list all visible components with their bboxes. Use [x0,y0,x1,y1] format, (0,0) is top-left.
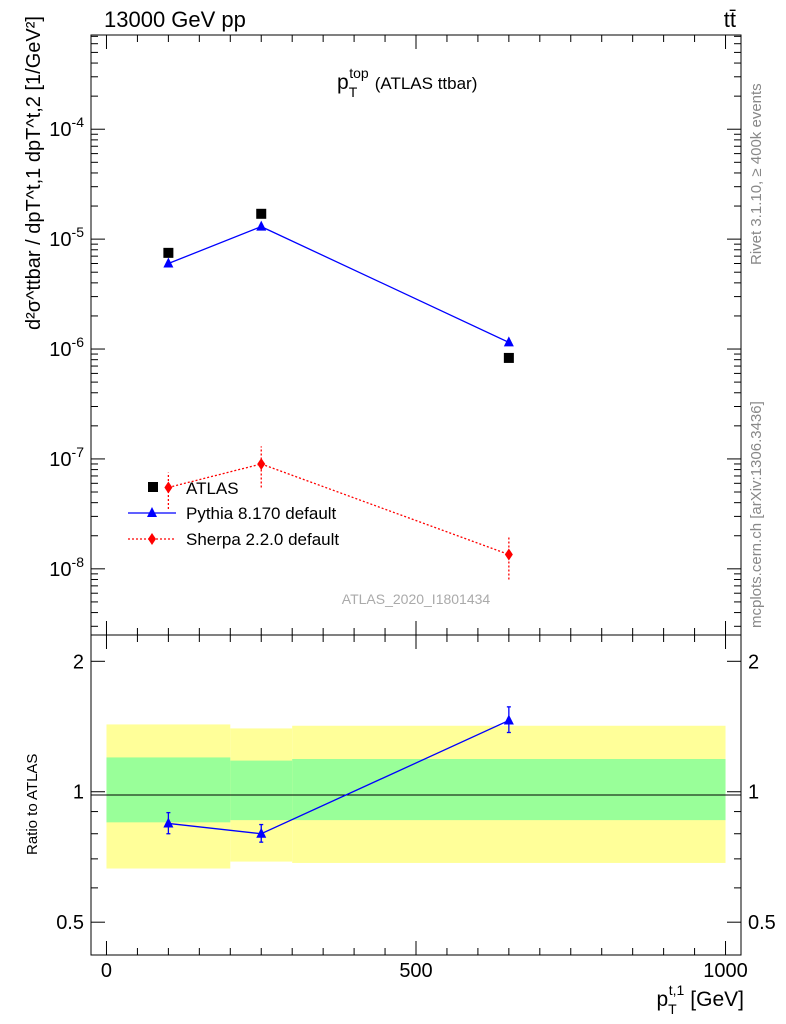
pythia-point [163,257,174,268]
ratio-bands [106,724,726,869]
ratio-ytick-label-right: 2 [748,651,759,673]
header-process: tt̄ [724,7,736,32]
x-tick-label: 1000 [703,960,748,982]
pythia-point [256,220,267,231]
ratio-pythia-point [256,827,267,838]
sherpa-point [164,481,173,494]
mcplots-label: mcplots.cern.ch [arXiv:1306.3436] [748,401,765,628]
x-axis-label-main: p [656,988,668,1011]
ratio-ytick-label-right: 1 [748,782,759,804]
plot-title-main: p [337,71,349,94]
ratio-ytick-label-left: 2 [73,651,84,673]
legend: ATLAS Pythia 8.170 default Sherpa 2.2.0 … [128,479,339,549]
x-axis-label: pTt,1 [GeV] [656,982,744,1017]
plot-title-sup: top [349,65,369,81]
legend-marker-pythia [147,507,157,517]
main-ticks: 10-8 10-7 10-6 10-5 10-4 [49,35,741,635]
header-energy: 13000 GeV pp [104,7,246,32]
ratio-series [163,706,514,843]
sherpa-point [257,457,266,470]
plot-title-tail: (ATLAS ttbar) [375,74,478,93]
rivet-label: Rivet 3.1.10, ≥ 400k events [748,83,765,265]
main-plot: 10-810-710-610-510-4 pTtop(ATLAS ttbar) … [23,16,742,636]
main-ytick-label: 10-6 [49,334,84,361]
ratio-pythia-point [503,714,514,725]
ratio-pythia-point [163,817,174,828]
ratio-band-inner [230,760,293,821]
ratio-ylabel: Ratio to ATLAS [24,754,41,855]
legend-label-pythia: Pythia 8.170 default [186,504,337,523]
atlas-point [256,208,267,219]
atlas-point [503,352,514,363]
sherpa-point [504,548,513,561]
ratio-band-inner [106,757,231,823]
main-series [163,208,514,580]
legend-marker-sherpa [148,533,156,545]
x-tick-label: 0 [101,960,112,982]
ratio-frame [90,634,742,956]
atlas-point [163,247,174,258]
main-ytick-label: 10-4 [49,114,84,141]
plot-title: pTtop (ATLAS ttbar) [337,65,477,100]
analysis-label: ATLAS_2020_I1801434 [342,591,491,607]
legend-label-atlas: ATLAS [186,479,239,498]
pythia-point [503,336,514,347]
ratio-ticks: 0.5 0.5 1 1 2 2 0 500 1000 [56,635,776,982]
main-ytick-label: 10-7 [49,444,84,471]
ratio-plot: 0.5 0.5 1 1 2 2 0 500 1000 Ratio to ATLAS pTt,1 [… [24,634,776,1017]
pythia-line [168,225,510,343]
legend-marker-atlas [148,482,158,492]
ratio-ytick-label-left: 0.5 [56,912,84,934]
ratio-ytick-label-left: 1 [73,782,84,804]
main-ylabel: d²σ^ttbar / dpT^t,1 dpT^t,2 [1/GeV²] [23,16,45,330]
x-tick-label: 500 [399,960,432,982]
main-ytick-label: 10-5 [49,224,84,251]
ratio-band-inner [292,759,726,821]
x-axis-label-sub: T [668,1001,677,1017]
main-ytick-label: 10-8 [49,554,84,581]
x-axis-label-sup: t,1 [669,982,685,998]
plot-title-sub: T [349,84,358,100]
ratio-ytick-label-right: 0.5 [748,912,776,934]
legend-label-sherpa: Sherpa 2.2.0 default [186,530,339,549]
x-axis-label-unit: [GeV] [690,988,744,1011]
